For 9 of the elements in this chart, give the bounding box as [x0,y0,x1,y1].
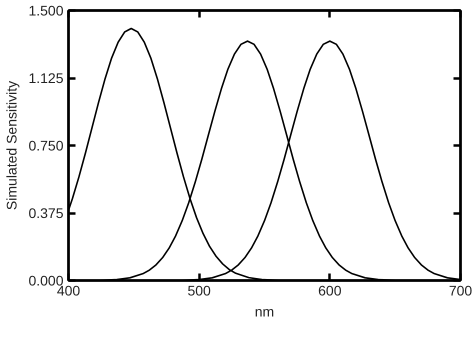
y-tick-label: 1.500 [28,2,64,18]
x-axis-title: nm [254,304,274,320]
y-tick-label: 0.750 [28,138,64,154]
y-tick-label: 0.375 [28,205,64,221]
x-tick-label: 500 [187,282,212,298]
y-axis-title: Simulated Sensitivity [3,80,20,210]
x-tick-label: 600 [318,282,342,298]
y-tick-label: 1.125 [28,70,64,86]
x-tick-label: 700 [448,282,472,298]
